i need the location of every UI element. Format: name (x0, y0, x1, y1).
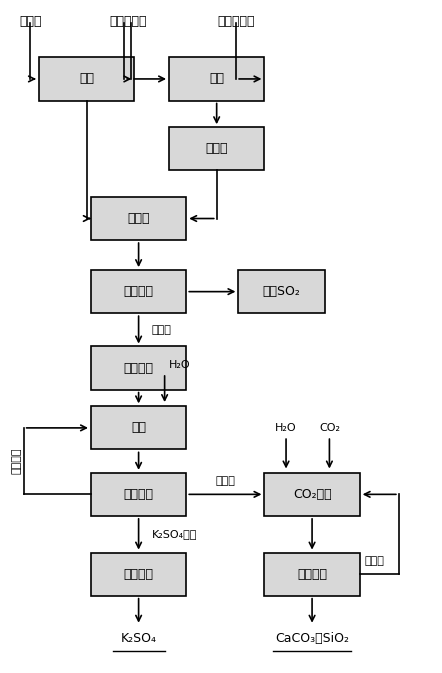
Text: 矿化液: 矿化液 (364, 556, 384, 566)
Text: 高温焙烧: 高温焙烧 (124, 285, 154, 298)
Text: 钾长石: 钾长石 (19, 15, 42, 28)
Bar (91, 472, 187, 516)
Text: 提钾渣: 提钾渣 (215, 476, 235, 487)
Text: H₂O: H₂O (169, 360, 191, 369)
Bar (264, 553, 360, 596)
Bar (169, 127, 264, 170)
Text: CO₂矿化: CO₂矿化 (293, 488, 332, 501)
Text: 制外球: 制外球 (127, 212, 150, 225)
Text: 混合: 混合 (209, 73, 224, 85)
Bar (91, 270, 187, 313)
Text: 蒸发结晶: 蒸发结晶 (124, 567, 154, 581)
Text: K₂SO₄母液: K₂SO₄母液 (152, 529, 197, 539)
Text: 冷却球磨: 冷却球磨 (124, 361, 154, 375)
Text: CaCO₃、SiO₂: CaCO₃、SiO₂ (275, 632, 349, 645)
Text: 混合: 混合 (79, 73, 94, 85)
Bar (238, 270, 325, 313)
Text: CO₂: CO₂ (319, 423, 340, 433)
Bar (264, 472, 360, 516)
Text: 工业废石膏: 工业废石膏 (109, 15, 146, 28)
Bar (169, 57, 264, 100)
Bar (91, 197, 187, 240)
Text: 蒸发母液: 蒸发母液 (11, 448, 22, 474)
Text: 固液分离: 固液分离 (297, 567, 327, 581)
Text: H₂O: H₂O (275, 423, 297, 433)
Text: K₂SO₄: K₂SO₄ (121, 632, 156, 645)
Bar (91, 347, 187, 390)
Bar (91, 553, 187, 596)
Text: 回收SO₂: 回收SO₂ (263, 285, 301, 298)
Text: 固液分离: 固液分离 (124, 488, 154, 501)
Bar (91, 406, 187, 450)
Text: 碳质还原剂: 碳质还原剂 (217, 15, 255, 28)
Text: 水浸: 水浸 (131, 421, 146, 434)
Text: 焙烧料: 焙烧料 (152, 325, 171, 335)
Text: 制内球: 制内球 (206, 142, 228, 155)
Bar (39, 57, 134, 100)
